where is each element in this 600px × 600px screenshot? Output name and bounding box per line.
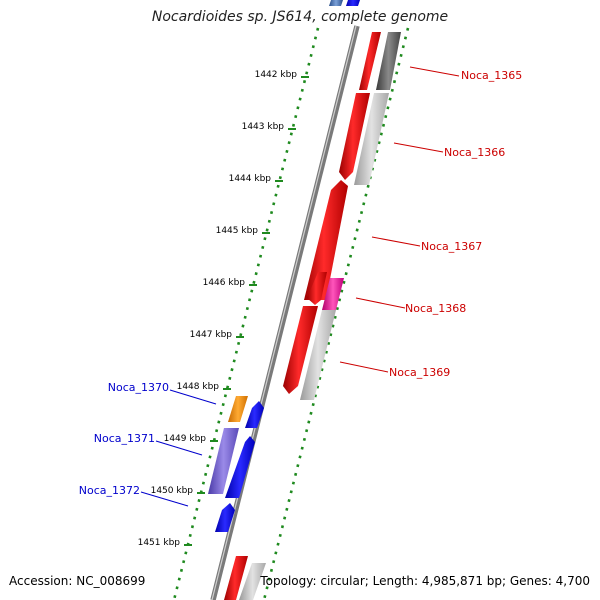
- right-label-leaders: [339, 66, 460, 373]
- gene-noca-1367-red[interactable]: [304, 180, 348, 300]
- gene-noca-1370-blue[interactable]: [245, 401, 264, 428]
- gene-label-noca-1369[interactable]: Noca_1369: [389, 366, 450, 379]
- gene-label-noca-1370[interactable]: Noca_1370: [108, 381, 169, 394]
- gene-noca-1368-pink[interactable]: [322, 278, 344, 310]
- gene-noca-1371-blue[interactable]: [225, 436, 255, 498]
- gene-noca-1368-red[interactable]: [307, 272, 327, 305]
- gene-noca-1365-red[interactable]: [359, 32, 381, 90]
- gene-noca-1369-red[interactable]: [283, 306, 318, 394]
- left-label-leaders: [140, 389, 217, 507]
- kbp-tick-label: 1445 kbp: [216, 226, 259, 236]
- gene-noca-1365-dark[interactable]: [376, 32, 401, 90]
- gene-feature-top-blue[interactable]: [346, 0, 360, 6]
- ruler-left-dotted-line: [172, 27, 320, 600]
- kbp-tick-label: 1444 kbp: [229, 174, 272, 184]
- gene-label-noca-1367[interactable]: Noca_1367: [421, 240, 482, 253]
- gene-feature-top-steel[interactable]: [329, 0, 343, 6]
- kbp-tick-label: 1443 kbp: [242, 122, 285, 132]
- topology-label: Topology: circular; Length: 4,985,871 bp…: [260, 574, 590, 588]
- accession-label: Accession: NC_008699: [9, 574, 146, 588]
- kbp-tick-label: 1442 kbp: [255, 70, 298, 80]
- kbp-tick-label: 1446 kbp: [203, 278, 246, 288]
- gene-noca-1366-gray[interactable]: [354, 93, 389, 185]
- gene-label-noca-1365[interactable]: Noca_1365: [461, 69, 522, 82]
- gene-label-noca-1366[interactable]: Noca_1366: [444, 146, 505, 159]
- kbp-tick-marks: [184, 76, 309, 546]
- gene-label-noca-1371[interactable]: Noca_1371: [94, 432, 155, 445]
- gene-feature-bottom-red[interactable]: [224, 556, 248, 600]
- kbp-tick-label: 1449 kbp: [164, 434, 207, 444]
- gene-label-noca-1372[interactable]: Noca_1372: [79, 484, 140, 497]
- gene-noca-1369-gray[interactable]: [300, 310, 336, 400]
- gene-label-noca-1368[interactable]: Noca_1368: [405, 302, 466, 315]
- genome-backbone-highlight: [211, 25, 357, 600]
- genome-title: Nocardioides sp. JS614, complete genome: [151, 9, 449, 25]
- kbp-tick-label: 1448 kbp: [177, 382, 220, 392]
- gene-feature-bottom-gray[interactable]: [239, 563, 266, 600]
- kbp-tick-label: 1447 kbp: [190, 330, 233, 340]
- kbp-tick-label: 1450 kbp: [151, 486, 194, 496]
- gene-noca-1371-purple[interactable]: [208, 428, 239, 494]
- gene-noca-1366-red[interactable]: [339, 93, 370, 180]
- kbp-tick-label: 1451 kbp: [138, 538, 181, 548]
- genome-backbone: [210, 25, 360, 600]
- gene-noca-1372-blue[interactable]: [215, 503, 235, 532]
- gene-noca-1370-orange[interactable]: [228, 396, 248, 422]
